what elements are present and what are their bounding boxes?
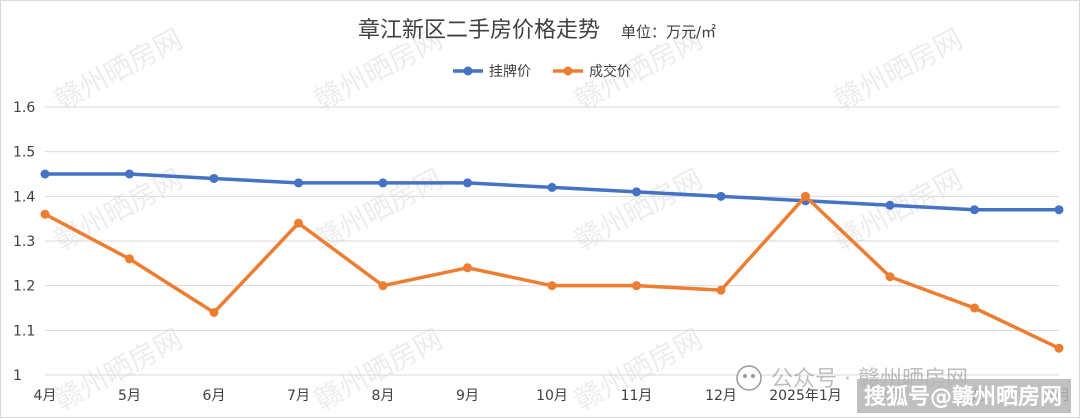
x-tick-label: 11月 xyxy=(621,388,653,404)
x-tick-label: 2025年1月 xyxy=(769,388,842,404)
data-point xyxy=(716,285,726,295)
data-point xyxy=(125,169,134,179)
data-point xyxy=(801,191,810,201)
y-tick-label: 1.4 xyxy=(13,189,35,205)
data-point xyxy=(463,263,472,273)
data-point xyxy=(40,209,50,219)
legend-swatch-marker xyxy=(563,66,573,76)
chart-title: 章江新区二手房价格走势 xyxy=(358,18,600,43)
x-tick-label: 9月 xyxy=(456,388,479,404)
data-point xyxy=(209,173,219,183)
data-point xyxy=(970,303,979,313)
watermark-text: 赣州晒房网 xyxy=(309,162,448,257)
data-point xyxy=(547,281,557,291)
y-axis: 1.6 1.5 1.4 1.3 1.2 1.1 1 xyxy=(13,100,35,384)
data-point xyxy=(632,281,641,291)
data-point xyxy=(378,178,388,188)
legend-label: 挂牌价 xyxy=(489,63,531,80)
x-tick-label: 8月 xyxy=(372,388,395,404)
x-tick-label: 5月 xyxy=(118,388,141,404)
y-tick-label: 1.2 xyxy=(13,279,35,295)
legend-label: 成交价 xyxy=(589,63,631,80)
grid-lines xyxy=(45,106,1059,376)
data-point xyxy=(1054,205,1064,215)
y-tick-label: 1.3 xyxy=(13,234,35,250)
data-point xyxy=(1054,343,1064,353)
series-layer xyxy=(40,169,1064,353)
wechat-icon-eye xyxy=(743,374,747,378)
watermark-text: 赣州晒房网 xyxy=(829,22,968,117)
y-tick-label: 1.6 xyxy=(13,100,35,116)
data-point xyxy=(125,254,134,264)
legend-swatch-marker xyxy=(463,66,473,76)
data-point xyxy=(40,169,50,179)
legend: 挂牌价 成交价 xyxy=(453,63,631,80)
y-tick-label: 1 xyxy=(13,368,22,384)
data-point xyxy=(209,307,219,317)
data-point xyxy=(378,281,388,291)
watermark-text: 赣州晒房网 xyxy=(569,162,708,257)
watermark-text: 赣州晒房网 xyxy=(49,22,188,117)
data-point xyxy=(294,218,303,228)
brand-banner xyxy=(857,379,1071,413)
y-tick-label: 1.5 xyxy=(13,145,35,161)
x-tick-label: 4月 xyxy=(34,388,57,404)
series-group xyxy=(40,169,1064,215)
series-group xyxy=(40,191,1064,353)
data-point xyxy=(885,272,895,282)
data-point xyxy=(716,191,726,201)
data-point xyxy=(885,200,895,210)
footer-overlay: 公众号 · 赣州晒房网 搜狐号@赣州晒房网 xyxy=(736,365,1071,413)
x-tick-label: 10月 xyxy=(536,388,568,404)
wechat-icon xyxy=(736,365,762,391)
wechat-icon-eye xyxy=(751,374,755,378)
data-point xyxy=(970,205,979,215)
data-point xyxy=(632,187,641,197)
data-point xyxy=(463,178,472,188)
data-point xyxy=(547,182,557,192)
data-point xyxy=(294,178,303,188)
y-tick-label: 1.1 xyxy=(13,323,35,339)
unit-label: 单位：万元/㎡ xyxy=(621,23,716,41)
brand-label: 搜狐号@赣州晒房网 xyxy=(864,384,1062,410)
x-tick-label: 7月 xyxy=(287,388,310,404)
x-tick-label: 12月 xyxy=(705,388,737,404)
x-tick-label: 6月 xyxy=(203,388,226,404)
